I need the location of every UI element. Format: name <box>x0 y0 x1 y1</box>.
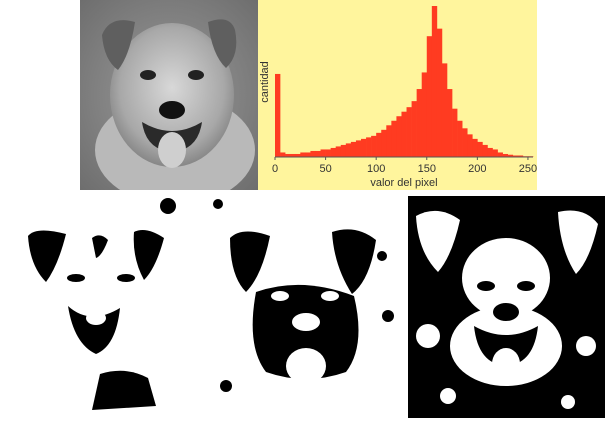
histogram-bar <box>391 120 397 157</box>
histogram-bar <box>320 149 326 157</box>
histogram-bar <box>487 147 493 157</box>
histogram-bar <box>401 111 407 157</box>
histogram-bar <box>381 129 387 157</box>
histogram-bar <box>340 144 347 157</box>
x-axis-label: valor del pixel <box>370 177 437 189</box>
histogram-bar <box>436 28 443 158</box>
histogram-bar <box>467 134 473 157</box>
histogram-bar <box>280 152 286 157</box>
histogram-bar <box>305 152 311 157</box>
x-tick-label: 200 <box>468 163 486 175</box>
histogram-bar <box>275 73 281 157</box>
histogram-bar <box>492 149 498 157</box>
binary-dog-low-threshold <box>16 196 206 418</box>
x-tick-label: 50 <box>319 163 331 175</box>
histogram-bar <box>396 116 402 157</box>
histogram-bar <box>350 141 357 157</box>
histogram-bar <box>315 150 321 157</box>
histogram-bar <box>477 141 483 157</box>
histogram-background <box>258 0 537 190</box>
histogram-bar <box>355 140 362 157</box>
histogram-bar <box>431 6 438 157</box>
histogram-bar <box>472 138 478 157</box>
grayscale-dog-photo <box>80 0 258 190</box>
histogram-bar <box>502 153 509 157</box>
histogram-chart: 0 50 100 150 200 250 valor del pixel cantidad <box>258 0 537 190</box>
binary-dog-high-threshold <box>408 196 605 418</box>
histogram-bar <box>421 72 428 157</box>
histogram-bar <box>497 152 503 157</box>
histogram-bar <box>447 89 453 157</box>
histogram-bar <box>386 125 392 157</box>
histogram-bar <box>330 147 337 157</box>
histogram-bar <box>411 101 417 157</box>
histogram-bar <box>406 107 412 157</box>
histogram-bar <box>325 149 331 157</box>
x-tick-label: 0 <box>272 163 278 175</box>
histogram-bar <box>290 153 296 157</box>
x-tick-label: 250 <box>519 163 537 175</box>
histogram-bar <box>441 63 448 157</box>
histogram-bar <box>345 143 352 157</box>
histogram-bar <box>371 135 377 157</box>
histogram-bar <box>361 138 367 157</box>
histogram-bar <box>482 144 488 157</box>
histogram-bar <box>452 108 458 157</box>
histogram-bar <box>416 89 423 157</box>
histogram-bar <box>310 150 316 157</box>
histogram-bar <box>295 153 301 157</box>
x-tick-label: 150 <box>418 163 436 175</box>
histogram-bar <box>426 36 433 158</box>
histogram-bar <box>462 128 468 157</box>
histogram-bar <box>366 137 372 157</box>
y-axis-label: cantidad <box>259 61 271 103</box>
histogram-bar <box>517 155 524 157</box>
histogram-bar <box>300 152 306 157</box>
x-axis-ticks: 0 50 100 150 200 250 <box>272 157 537 175</box>
histogram-bar <box>285 153 291 157</box>
histogram-bar <box>376 132 382 157</box>
histogram-bar <box>507 154 514 157</box>
x-tick-label: 100 <box>367 163 385 175</box>
histogram-bar <box>335 146 342 157</box>
histogram-bar <box>457 120 463 157</box>
binary-dog-mid-threshold <box>206 196 406 418</box>
histogram-bar <box>512 155 519 157</box>
